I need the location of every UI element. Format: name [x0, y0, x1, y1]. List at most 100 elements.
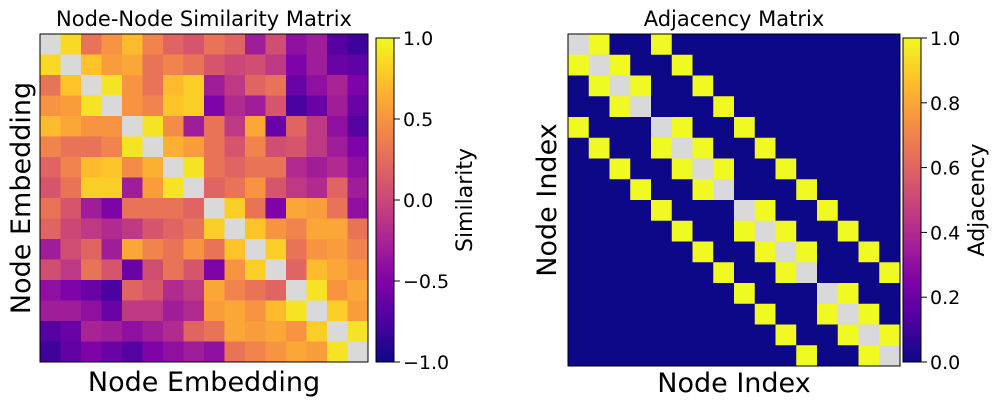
- adjacency-cell-13-1: [588, 303, 610, 325]
- adjacency-cell-2-10: [775, 75, 797, 97]
- adjacency-cell-2-2: [609, 75, 631, 97]
- similarity-cell-12-12: [286, 280, 307, 301]
- similarity-cell-1-6: [163, 54, 184, 76]
- adjacency-cell-7-8: [734, 179, 756, 201]
- adjacency-cell-11-3: [630, 262, 652, 284]
- adjacency-title: Adjacency Matrix: [644, 7, 825, 31]
- adjacency-cell-0-12: [817, 34, 839, 56]
- similarity-cell-15-6: [163, 341, 184, 363]
- adjacency-cell-13-15: [879, 303, 901, 325]
- similarity-cell-0-9: [224, 34, 246, 55]
- similarity-cell-1-8: [204, 54, 225, 76]
- similarity-cell-3-2: [81, 95, 102, 117]
- adjacency-cell-7-4: [651, 179, 673, 201]
- adjacency-cell-9-7: [713, 220, 735, 242]
- adjacency-cell-3-6: [692, 96, 714, 118]
- adjacency-cell-5-1: [588, 137, 610, 159]
- similarity-cell-10-9: [224, 239, 246, 260]
- adjacency-cell-10-7: [713, 241, 735, 263]
- adjacency-cell-8-7: [713, 200, 735, 222]
- adjacency-cell-11-2: [609, 262, 631, 284]
- adjacency-cell-4-1: [588, 117, 610, 139]
- adjacency-cell-6-10: [775, 158, 797, 180]
- similarity-cell-12-9: [224, 280, 246, 301]
- adjacency-cell-4-2: [609, 117, 631, 139]
- adjacency-cell-0-4: [651, 34, 673, 56]
- adjacency-cell-15-3: [630, 345, 652, 367]
- adjacency-cell-4-11: [796, 117, 818, 139]
- similarity-cell-13-2: [81, 300, 102, 322]
- adjacency-cell-5-4: [651, 137, 673, 159]
- adjacency-cell-8-4: [651, 200, 673, 222]
- similarity-cell-10-14: [327, 239, 348, 260]
- adjacency-cell-14-10: [775, 324, 797, 346]
- adjacency-cell-12-6: [692, 283, 714, 305]
- similarity-colorbar-tick-label: 0.5: [403, 109, 433, 131]
- similarity-cell-4-6: [163, 116, 184, 137]
- similarity-cell-7-12: [286, 177, 307, 199]
- similarity-cell-6-12: [286, 157, 307, 178]
- adjacency-cell-8-14: [858, 200, 880, 222]
- adjacency-cell-10-8: [734, 241, 756, 263]
- adjacency-cell-5-12: [817, 137, 839, 159]
- similarity-cell-6-6: [163, 157, 184, 178]
- similarity-cell-6-4: [122, 157, 143, 178]
- adjacency-cell-11-14: [858, 262, 880, 284]
- adjacency-cell-1-7: [713, 54, 735, 76]
- similarity-cell-13-8: [204, 300, 225, 322]
- similarity-cell-2-4: [122, 75, 143, 96]
- similarity-cell-14-13: [306, 321, 328, 342]
- adjacency-cell-9-10: [775, 220, 797, 242]
- similarity-cell-7-9: [224, 177, 246, 199]
- similarity-cell-9-10: [245, 218, 266, 240]
- similarity-cell-2-10: [245, 75, 266, 96]
- adjacency-cell-1-2: [609, 54, 631, 76]
- adjacency-cell-5-8: [734, 137, 756, 159]
- similarity-cell-2-3: [101, 75, 123, 96]
- similarity-cell-12-3: [101, 280, 123, 301]
- adjacency-cell-2-13: [837, 75, 859, 97]
- similarity-cell-5-3: [101, 136, 123, 158]
- adjacency-cell-12-14: [858, 283, 880, 305]
- adjacency-cell-14-9: [754, 324, 776, 346]
- similarity-cell-2-13: [306, 75, 328, 96]
- adjacency-cell-11-1: [588, 262, 610, 284]
- adjacency-cell-10-11: [796, 241, 818, 263]
- similarity-cell-4-8: [204, 116, 225, 137]
- similarity-cell-8-2: [81, 198, 102, 219]
- adjacency-cell-8-12: [817, 200, 839, 222]
- similarity-cell-15-12: [286, 341, 307, 363]
- similarity-cell-1-11: [265, 54, 287, 76]
- similarity-cell-10-5: [142, 239, 164, 260]
- adjacency-cell-13-14: [858, 303, 880, 325]
- similarity-cell-8-3: [101, 198, 123, 219]
- adjacency-cell-3-0: [568, 96, 590, 118]
- adjacency-cell-0-3: [630, 34, 652, 56]
- adjacency-cell-7-12: [817, 179, 839, 201]
- similarity-cell-3-4: [122, 95, 143, 117]
- adjacency-cell-10-3: [630, 241, 652, 263]
- similarity-cell-11-11: [265, 259, 287, 281]
- similarity-cell-5-2: [81, 136, 102, 158]
- adjacency-cell-12-2: [609, 283, 631, 305]
- similarity-cell-12-13: [306, 280, 328, 301]
- similarity-cell-11-1: [60, 259, 82, 281]
- adjacency-cell-7-3: [630, 179, 652, 201]
- adjacency-cell-2-8: [734, 75, 756, 97]
- adjacency-cell-10-0: [568, 241, 590, 263]
- similarity-cell-15-3: [101, 341, 123, 363]
- similarity-cell-8-9: [224, 198, 246, 219]
- similarity-cell-4-12: [286, 116, 307, 137]
- adjacency-panel: Adjacency Matrix Node Index Node Index 1…: [532, 7, 990, 399]
- adjacency-cell-9-0: [568, 220, 590, 242]
- similarity-cell-4-0: [40, 116, 61, 137]
- adjacency-cell-3-15: [879, 96, 901, 118]
- adjacency-colorbar-tick-label: 0.6: [930, 158, 960, 180]
- adjacency-cell-1-10: [775, 54, 797, 76]
- adjacency-cell-10-5: [671, 241, 693, 263]
- adjacency-cell-14-14: [858, 324, 880, 346]
- adjacency-cell-13-0: [568, 303, 590, 325]
- adjacency-cell-3-9: [754, 96, 776, 118]
- adjacency-cell-11-5: [671, 262, 693, 284]
